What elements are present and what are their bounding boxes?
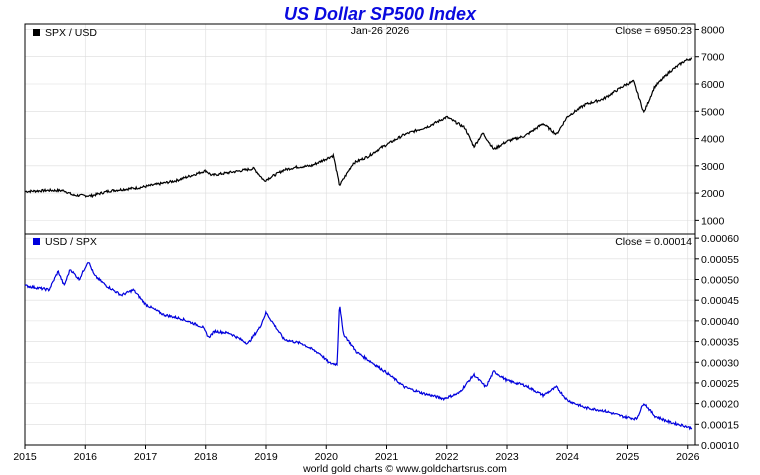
x-tick-label: 2015 [13,451,37,463]
top-legend-swatch [33,29,40,36]
footer-credit: world gold charts © www.goldchartsrus.co… [302,463,507,475]
y-tick-label: 0.00055 [701,254,739,266]
top-y-axis: 1000 2000 3000 4000 5000 6000 7000 8000 [695,24,725,227]
x-tick-label: 2022 [435,451,459,463]
y-tick-label: 0.00030 [701,357,739,369]
chart-date: Jan-26 2026 [351,25,410,37]
bottom-y-axis: 0.00010 0.00015 0.00020 0.00025 0.00030 0.000… [695,233,739,452]
x-tick-label: 2018 [194,451,218,463]
y-tick-label: 3000 [701,161,725,173]
y-tick-label: 0.00020 [701,399,739,411]
y-tick-label: 0.00025 [701,378,739,390]
x-tick-label: 2021 [375,451,399,463]
y-tick-label: 7000 [701,52,725,64]
x-tick-label: 2023 [495,451,519,463]
y-tick-label: 1000 [701,215,725,227]
y-tick-label: 2000 [701,188,725,200]
x-tick-label: 2025 [616,451,640,463]
bottom-close-label: Close = 0.00014 [615,236,692,248]
x-tick-label: 2019 [254,451,278,463]
x-tick-label: 2016 [74,451,98,463]
usd-spx-series-line [24,261,693,431]
y-tick-label: 4000 [701,134,725,146]
x-axis: 2015 2016 2017 2018 2019 2020 2021 2022 2023 2024… [13,445,700,463]
y-tick-label: 0.00060 [701,233,739,245]
y-tick-label: 0.00050 [701,275,739,287]
y-tick-label: 8000 [701,24,725,36]
bottom-legend-swatch [33,238,40,245]
top-close-label: Close = 6950.23 [615,25,692,37]
y-tick-label: 5000 [701,106,725,118]
y-tick-label: 0.00035 [701,337,739,349]
bottom-legend-label: USD / SPX [45,236,97,248]
top-panel-grid [24,24,695,234]
x-tick-label: 2020 [315,451,339,463]
x-tick-label: 2024 [556,451,580,463]
top-legend-label: SPX / USD [45,27,97,39]
y-tick-label: 0.00045 [701,295,739,307]
x-tick-label: 2026 [676,451,700,463]
y-tick-label: 0.00010 [701,440,739,452]
x-tick-label: 2017 [134,451,158,463]
chart-title: US Dollar SP500 Index [284,4,477,24]
y-tick-label: 0.00040 [701,316,739,328]
y-tick-label: 0.00015 [701,419,739,431]
bottom-panel-frame [24,233,696,446]
spx-usd-series-line [24,57,693,199]
y-tick-label: 6000 [701,79,725,91]
